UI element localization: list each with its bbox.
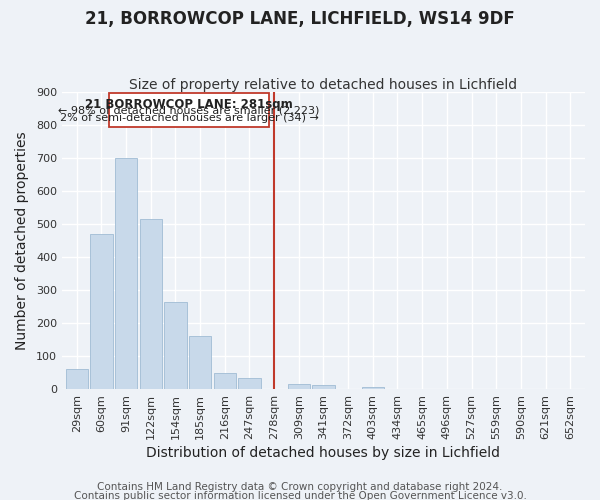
Bar [287,384,310,389]
X-axis label: Distribution of detached houses by size in Lichfield: Distribution of detached houses by size … [146,446,500,460]
Bar [189,336,211,389]
Text: Contains HM Land Registry data © Crown copyright and database right 2024.: Contains HM Land Registry data © Crown c… [97,482,503,492]
Bar [238,378,260,389]
Text: 2% of semi-detached houses are larger (34) →: 2% of semi-detached houses are larger (3… [59,113,319,123]
Text: Contains public sector information licensed under the Open Government Licence v3: Contains public sector information licen… [74,491,526,500]
Y-axis label: Number of detached properties: Number of detached properties [15,131,29,350]
Bar [362,388,384,389]
Bar [164,302,187,389]
Text: 21 BORROWCOP LANE: 281sqm: 21 BORROWCOP LANE: 281sqm [85,98,293,110]
Bar [91,234,113,389]
Bar [140,219,162,389]
Title: Size of property relative to detached houses in Lichfield: Size of property relative to detached ho… [130,78,518,92]
Bar [65,370,88,389]
Text: 21, BORROWCOP LANE, LICHFIELD, WS14 9DF: 21, BORROWCOP LANE, LICHFIELD, WS14 9DF [85,10,515,28]
Bar [214,373,236,389]
Bar [313,385,335,389]
Bar [115,158,137,389]
Text: ← 98% of detached houses are smaller (2,223): ← 98% of detached houses are smaller (2,… [58,106,320,116]
Bar [109,93,269,126]
